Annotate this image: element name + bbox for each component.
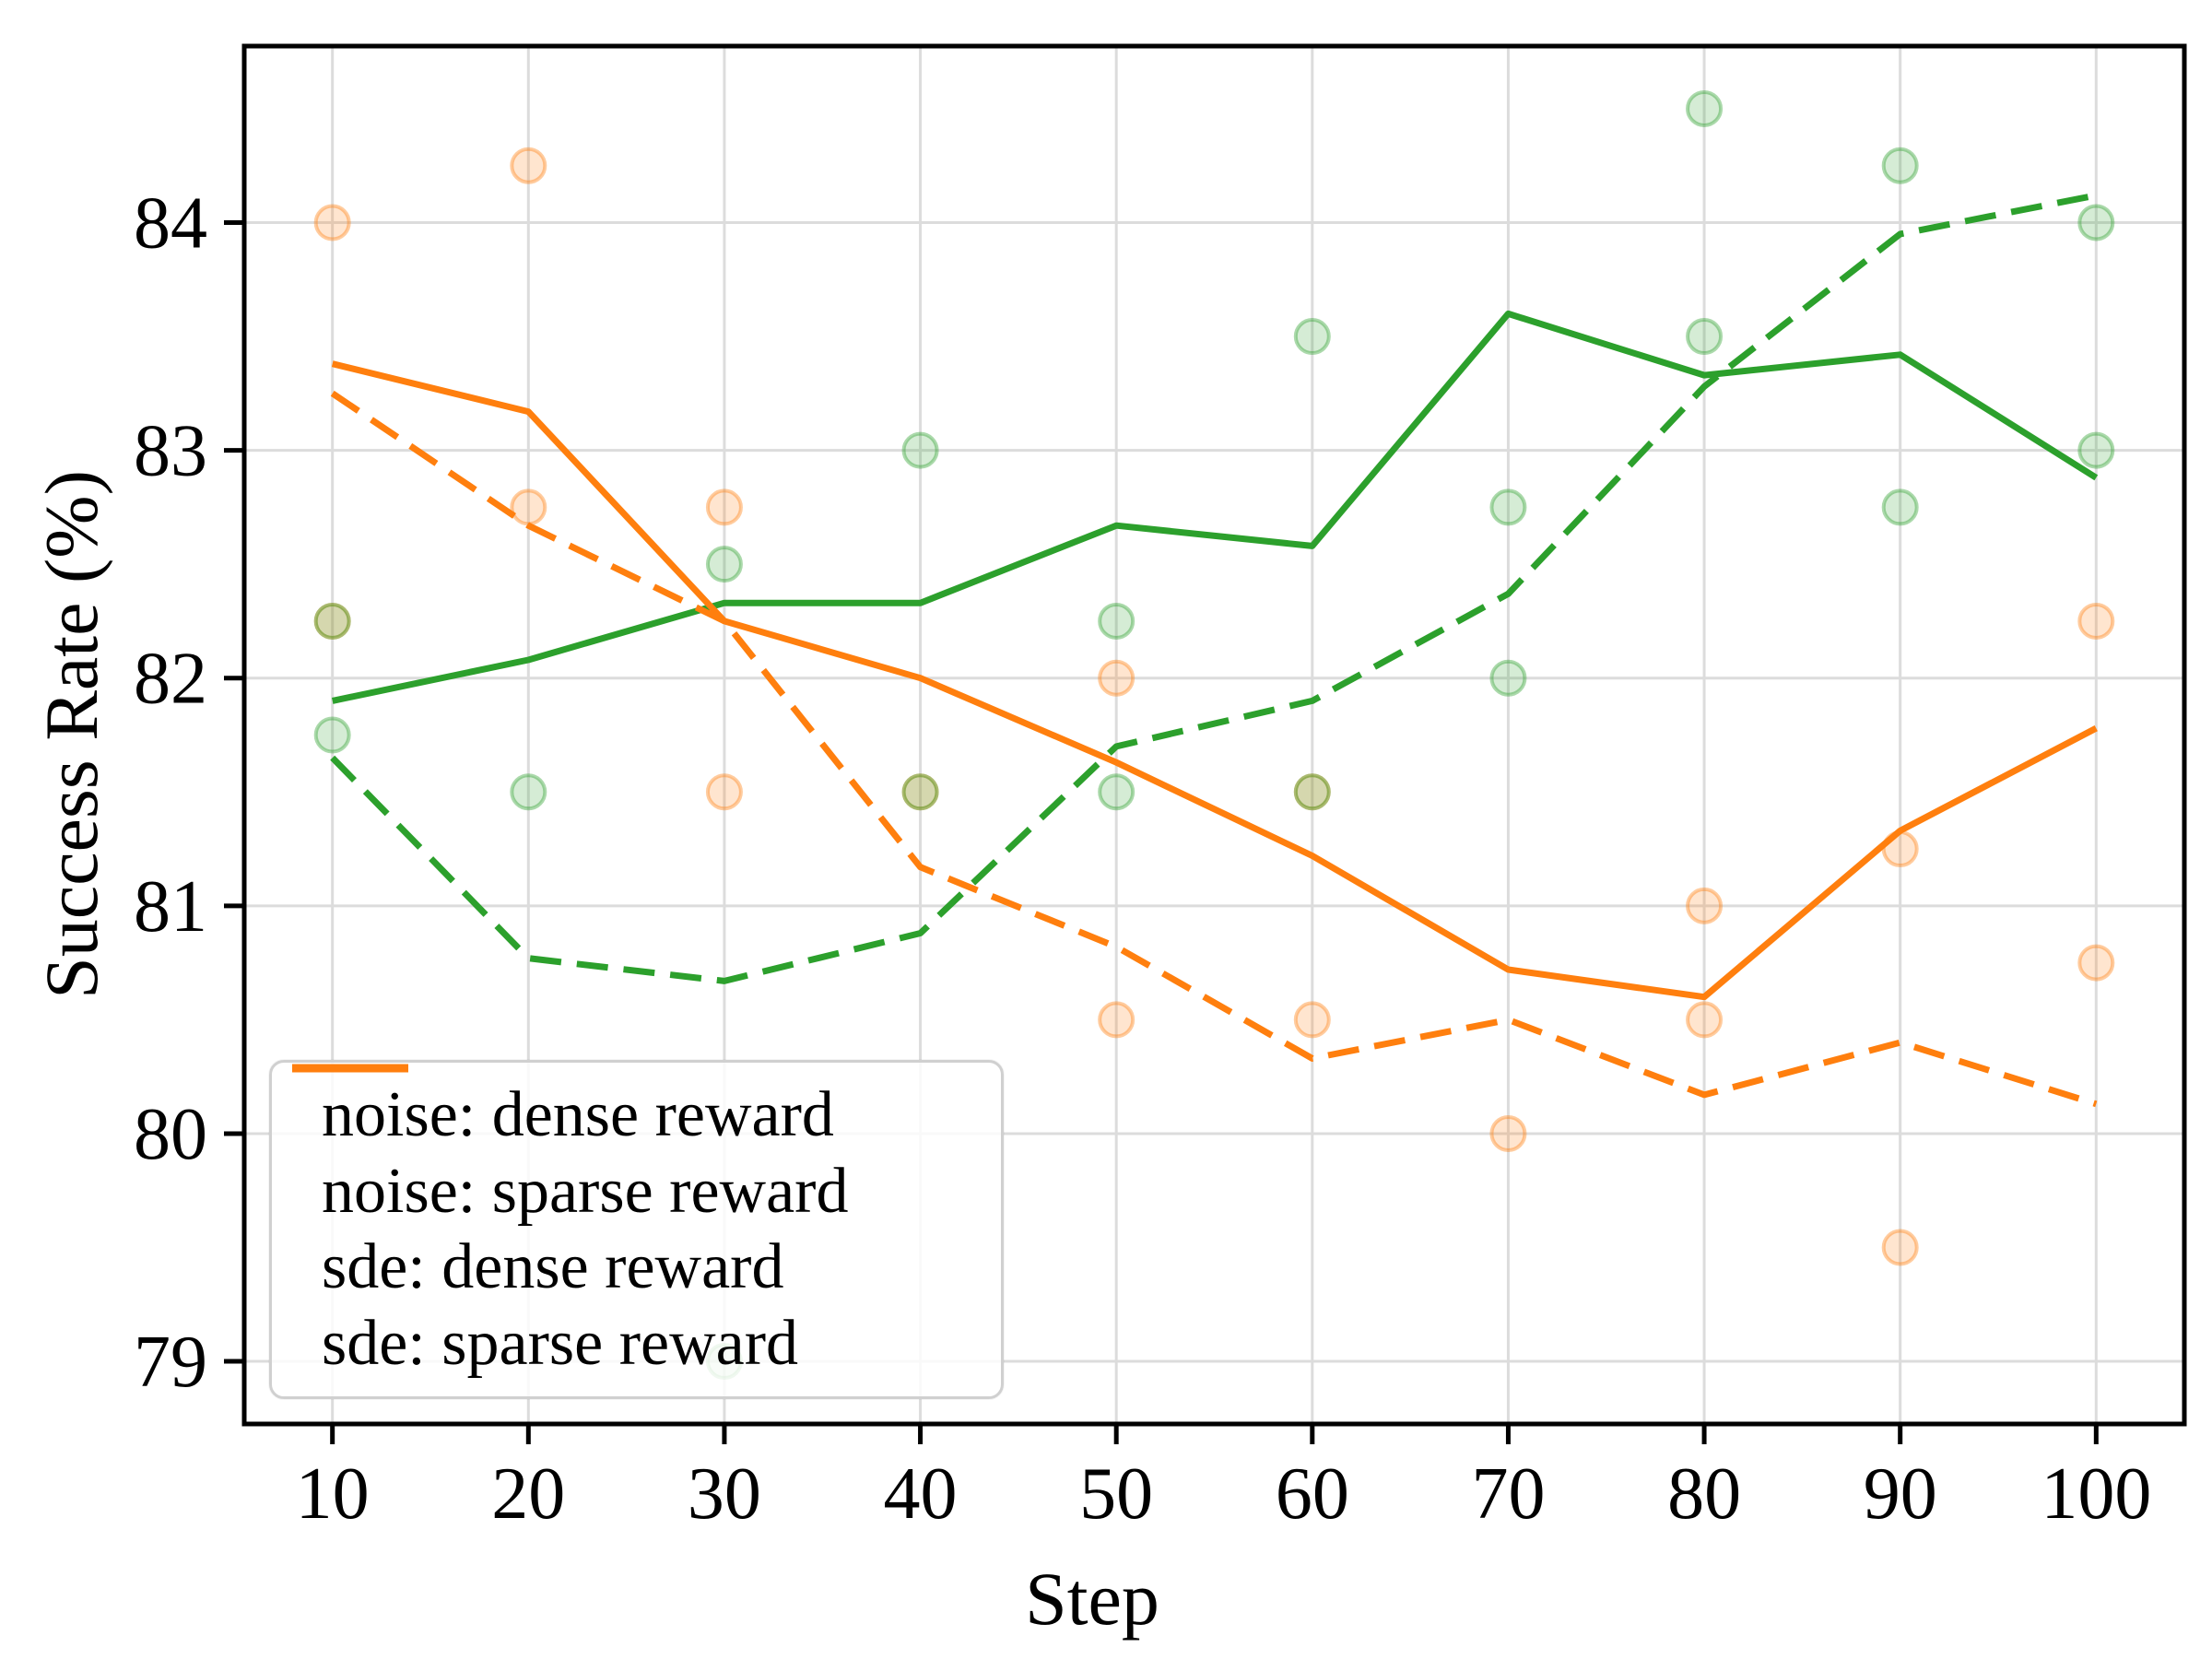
series-line: [330, 192, 2097, 984]
scatter-point: [1881, 147, 1919, 184]
scatter-point: [1686, 1001, 1724, 1039]
scatter-point: [313, 204, 351, 241]
scatter-point: [1489, 488, 1527, 526]
scatter-point: [510, 488, 547, 526]
y-tick-label: 80: [134, 1094, 207, 1175]
scatter-point: [901, 431, 939, 469]
legend-line-sample: [292, 1064, 408, 1073]
scatter-point: [901, 773, 939, 811]
scatter-point: [1881, 488, 1919, 526]
legend-entry: noise: sparse reward: [288, 1064, 979, 1229]
scatter-point: [2077, 431, 2115, 469]
legend-label: sde: sparse reward: [322, 1307, 799, 1379]
y-axis-title: Success Rate (%): [29, 470, 113, 999]
series-line: [331, 310, 2099, 704]
x-tick-label: 10: [296, 1453, 370, 1535]
x-tick-label: 50: [1079, 1453, 1153, 1535]
scatter-point: [313, 602, 351, 640]
scatter-point: [1686, 318, 1724, 356]
scatter-point: [510, 773, 547, 811]
legend-entry: sde: dense reward: [288, 1064, 979, 1304]
scatter-point: [510, 147, 547, 184]
legend-label: noise: sparse reward: [322, 1155, 849, 1227]
scatter-point: [1293, 1001, 1331, 1039]
scatter-point: [1293, 318, 1331, 356]
scatter-point: [1293, 773, 1331, 811]
x-tick-label: 30: [688, 1453, 761, 1535]
legend-label: noise: dense reward: [322, 1079, 834, 1151]
y-tick-label: 81: [134, 866, 207, 947]
scatter-point: [705, 546, 743, 583]
legend-label: sde: dense reward: [322, 1231, 784, 1303]
x-tick-label: 70: [1471, 1453, 1545, 1535]
scatter-point: [313, 602, 351, 640]
scatter-point: [901, 773, 939, 811]
scatter-point: [1489, 1114, 1527, 1152]
scatter-point: [1098, 773, 1135, 811]
x-tick-label: 90: [1864, 1453, 1937, 1535]
scatter-point: [705, 773, 743, 811]
y-tick-label: 79: [134, 1322, 207, 1403]
scatter-point: [1881, 1229, 1919, 1266]
series-line: [331, 360, 2098, 1001]
legend-entry: noise: dense reward: [288, 1064, 979, 1152]
y-tick-label: 82: [134, 639, 207, 720]
scatter-point: [1686, 89, 1724, 127]
scatter-point: [1098, 602, 1135, 640]
scatter-point: [1098, 1001, 1135, 1039]
scatter-point: [1686, 887, 1724, 924]
scatter-point: [2077, 944, 2115, 982]
x-tick-label: 40: [884, 1453, 958, 1535]
scatter-point: [705, 488, 743, 526]
x-tick-label: 80: [1667, 1453, 1741, 1535]
x-tick-label: 20: [491, 1453, 565, 1535]
axes-frame: [241, 43, 2187, 1427]
scatter-point: [1293, 773, 1331, 811]
scatter-point: [2077, 602, 2115, 640]
y-tick-label: 84: [134, 183, 207, 265]
scatter-point: [1098, 659, 1135, 697]
scatter-point: [313, 716, 351, 754]
scatter-group: [313, 147, 2115, 1266]
legend: noise: dense reward noise: sparse reward s…: [269, 1060, 1004, 1399]
x-tick-label: 60: [1276, 1453, 1349, 1535]
scatter-point: [2077, 204, 2115, 241]
x-tick-label: 100: [2041, 1453, 2151, 1535]
scatter-point: [1489, 659, 1527, 697]
series-line: [330, 390, 2098, 1108]
y-tick-label: 83: [134, 411, 207, 492]
x-axis-title: Step: [1025, 1557, 1159, 1641]
legend-entry: sde: sparse reward: [288, 1064, 979, 1381]
